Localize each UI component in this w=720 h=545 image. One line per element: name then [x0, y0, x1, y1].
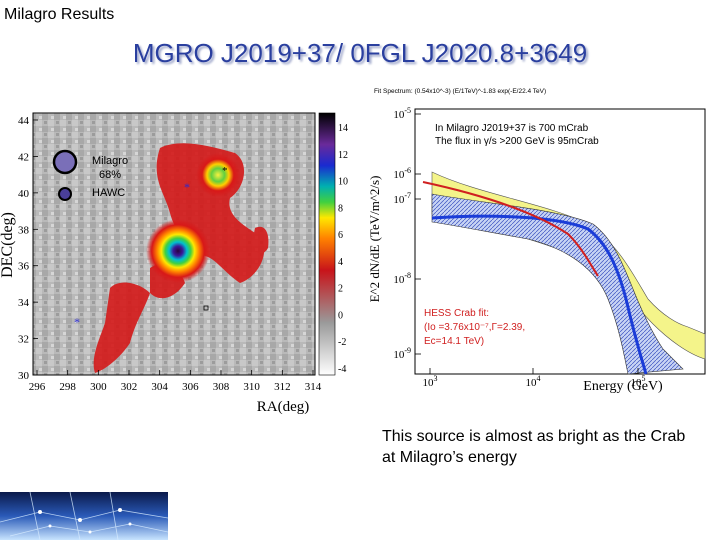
spectrum-y-tick: 10-8 — [393, 271, 411, 286]
skymap-x-tick: 304 — [151, 381, 168, 393]
legend-percent: 68% — [99, 169, 121, 181]
spectrum-y-ticks: 10-5 10-6 10-7 10-8 10-9 — [393, 106, 421, 361]
milagro-psf-circle — [52, 149, 78, 175]
slide-title: MGRO J2019+37/ 0FGL J2020.8+3649 — [132, 38, 588, 68]
header-label: Milagro Results — [4, 6, 115, 23]
skymap-y-ticks: 44 42 40 38 36 34 32 30 — [18, 115, 38, 382]
colorbar-tick: 8 — [338, 203, 343, 214]
colorbar-tick: 2 — [338, 284, 343, 295]
source-marker-star-3: * — [222, 165, 228, 177]
spectrum-y-axis-label: E^2 dN/dE (TeV/m^2/s) — [368, 176, 382, 303]
colorbar-tick: 10 — [338, 177, 348, 188]
hess-line-3: Ec=14.1 TeV) — [424, 336, 484, 347]
skymap-y-tick: 34 — [18, 297, 30, 309]
skymap-x-tick: 308 — [213, 381, 230, 393]
skymap-y-tick: 42 — [18, 151, 29, 163]
spectrum-x-tick: 104 — [526, 374, 541, 389]
skymap-x-tick: 310 — [243, 381, 260, 393]
skymap-frame — [32, 112, 316, 376]
hess-line-2: (Io =3.76x10⁻⁷,Γ=2.39, — [424, 322, 525, 333]
spectrum-figure: Fit Spectrum: (0.54x10^-3) (E/1TeV)^-1.8… — [367, 84, 720, 394]
skymap-y-tick: 44 — [18, 115, 30, 127]
colorbar-tick: 14 — [338, 123, 348, 134]
skymap-x-axis-label: RA(deg) — [257, 399, 310, 415]
source-marker-star-2: * — [74, 315, 80, 329]
skymap-x-tick: 314 — [305, 381, 322, 393]
skymap-x-tick: 298 — [59, 381, 76, 393]
legend-hawc: HAWC — [92, 187, 125, 199]
skymap-y-axis-label: DEC(deg) — [0, 212, 16, 278]
caption: This source is almost as bright as the C… — [382, 428, 686, 466]
skymap-x-tick: 312 — [274, 381, 291, 393]
fit-header: Fit Spectrum: (0.54x10^-3) (E/1TeV)^-1.8… — [374, 88, 546, 95]
hess-line-1: HESS Crab fit: — [424, 308, 489, 319]
skymap-y-tick: 36 — [18, 261, 30, 273]
uncertainty-band-inner — [431, 193, 684, 375]
skymap-x-tick: 296 — [29, 381, 46, 393]
secondary-source — [196, 153, 240, 197]
skymap-y-tick: 32 — [18, 334, 29, 346]
spectrum-svg: Fit Spectrum: (0.54x10^-3) (E/1TeV)^-1.8… — [367, 88, 706, 394]
colorbar-tick: 12 — [338, 150, 348, 161]
note-line-1: In Milagro J2019+37 is 700 mCrab — [435, 123, 589, 134]
skymap-y-tick: 40 — [18, 188, 30, 200]
legend-milagro: Milagro — [92, 155, 128, 167]
skymap-x-tick: 300 — [90, 381, 107, 393]
spectrum-y-tick: 10-9 — [393, 346, 411, 361]
source-marker-star: * — [184, 180, 190, 194]
skymap-figure: * * * Milagro 68% HAWC 14 12 10 8 6 4 2 0 -2 -4 4… — [0, 108, 360, 418]
spectrum-x-ticks: 103 104 105 — [423, 368, 646, 389]
spectrum-y-tick: 10-5 — [393, 106, 411, 121]
colorbar-ticks: 14 12 10 8 6 4 2 0 -2 -4 — [338, 123, 348, 375]
bright-source-j2019 — [146, 219, 210, 283]
skymap-x-tick: 302 — [121, 381, 138, 393]
spectrum-x-axis-label: Energy (GeV) — [583, 379, 663, 394]
spectrum-y-tick: 10-7 — [393, 191, 411, 206]
skymap-x-tick: 306 — [182, 381, 199, 393]
fit-curve — [431, 214, 648, 375]
colorbar-tick: -2 — [338, 337, 346, 348]
hess-crab-curve — [422, 181, 599, 277]
skymap-y-tick: 30 — [18, 370, 30, 382]
spectrum-x-tick: 105 — [631, 374, 646, 389]
spectrum-x-tick: 103 — [423, 374, 438, 389]
colorbar-tick: 6 — [338, 230, 343, 241]
logo-image — [0, 491, 169, 541]
hawc-psf-circle — [58, 187, 72, 201]
spectrum-y-tick: 10-6 — [393, 166, 411, 181]
colorbar-tick: -4 — [338, 364, 346, 375]
colorbar — [318, 112, 336, 376]
skymap-x-ticks: 296 298 300 302 304 306 308 310 312 314 — [29, 370, 322, 393]
skymap-y-tick: 38 — [18, 224, 30, 236]
note-line-2: The flux in γ/s >200 GeV is 95mCrab — [435, 136, 599, 147]
source-marker-square — [203, 305, 209, 311]
colorbar-tick: 4 — [338, 257, 343, 268]
colorbar-tick: 0 — [338, 310, 343, 321]
